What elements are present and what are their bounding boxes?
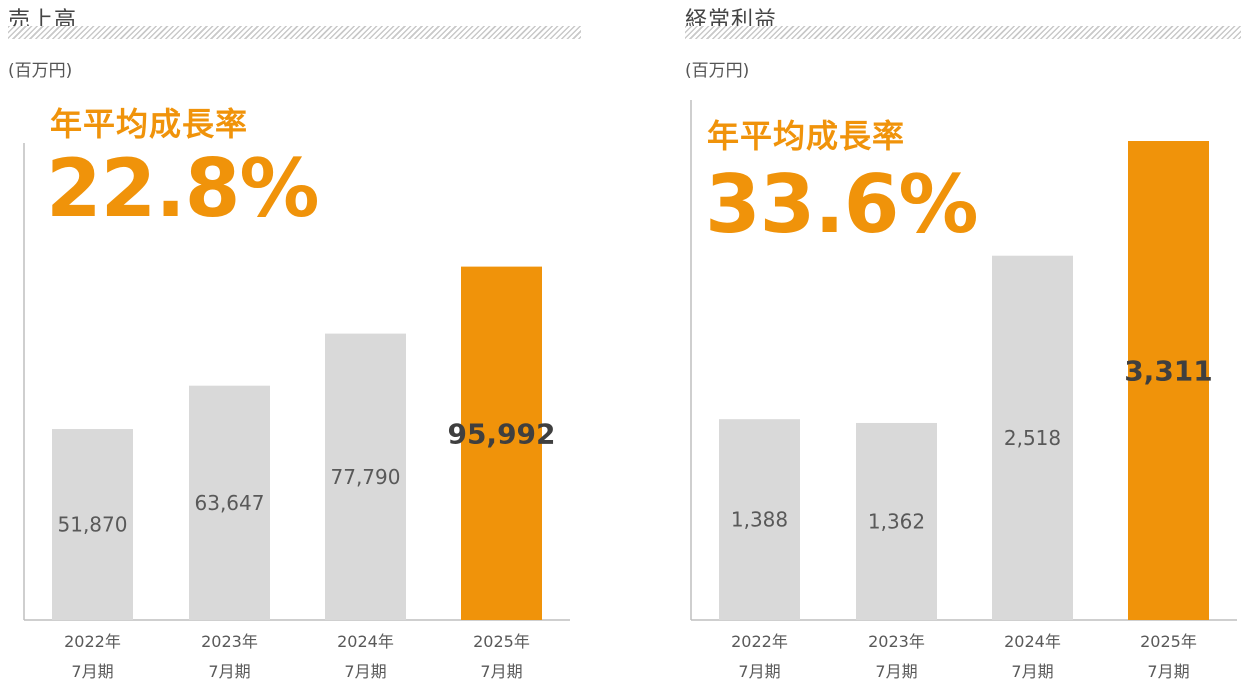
sales-category-label-3-period: 7月期 <box>344 662 386 681</box>
sales-category-label-1-period: 7月期 <box>71 662 113 681</box>
sales-category-label-4-period: 7月期 <box>480 662 522 681</box>
sales-category-label-1-year: 2022年 <box>64 632 121 651</box>
ordinary-profit-category-label-2-period: 7月期 <box>875 662 917 681</box>
ordinary-profit-bar-1 <box>719 419 800 620</box>
sales-unit-label: (百万円) <box>8 61 73 81</box>
sales-value-label-1: 51,870 <box>58 513 128 537</box>
sales-chart-panel: 売上高 (百万円) 51,870 2022年 7月期 63,647 2023年 7月期 77… <box>0 0 600 692</box>
title-underline-stripe <box>8 26 581 39</box>
sales-value-label-3: 77,790 <box>331 465 401 489</box>
ordinary-profit-value-label-4: 3,311 <box>1124 355 1213 388</box>
ordinary-profit-value-label-3: 2,518 <box>1004 426 1061 450</box>
sales-category-label-3-year: 2024年 <box>337 632 394 651</box>
sales-bar-4 <box>461 266 542 620</box>
sales-cagr-label: 年平均成長率 <box>50 105 249 143</box>
sales-value-label-4: 95,992 <box>447 417 555 450</box>
sales-category-label-2-period: 7月期 <box>208 662 250 681</box>
sales-bar-2 <box>189 385 270 620</box>
ordinary-profit-bar-2 <box>856 422 937 620</box>
sales-bar-chart: 51,870 2022年 7月期 63,647 2023年 7月期 77,790 2024年 7… <box>23 143 570 681</box>
ordinary-profit-value-label-2: 1,362 <box>868 509 925 533</box>
ordinary-profit-unit-label: (百万円) <box>685 61 750 81</box>
ordinary-profit-cagr-value: 33.6% <box>705 158 979 251</box>
ordinary-profit-category-label-3-year: 2024年 <box>1004 632 1061 651</box>
sales-value-label-2: 63,647 <box>195 491 265 515</box>
sales-category-label-2-year: 2023年 <box>201 632 258 651</box>
ordinary-profit-category-label-4-period: 7月期 <box>1147 662 1189 681</box>
ordinary-profit-value-label-1: 1,388 <box>731 508 788 532</box>
title-underline-stripe <box>685 26 1241 39</box>
ordinary-profit-category-label-2-year: 2023年 <box>868 632 925 651</box>
ordinary-profit-cagr-label: 年平均成長率 <box>707 117 906 155</box>
ordinary-profit-category-label-4-year: 2025年 <box>1140 632 1197 651</box>
sales-bar-1 <box>52 429 133 620</box>
sales-bar-3 <box>325 333 406 620</box>
sales-cagr-value: 22.8% <box>46 142 320 235</box>
sales-category-label-4-year: 2025年 <box>473 632 530 651</box>
ordinary-profit-bar-4 <box>1128 141 1209 620</box>
ordinary-profit-category-label-1-period: 7月期 <box>738 662 780 681</box>
ordinary-profit-bar-chart: 1,388 2022年 7月期 1,362 2023年 7月期 2,518 2024年 7月期 3… <box>690 100 1237 681</box>
ordinary-profit-bar-3 <box>992 255 1073 620</box>
ordinary-profit-category-label-3-period: 7月期 <box>1011 662 1053 681</box>
ordinary-profit-category-label-1-year: 2022年 <box>731 632 788 651</box>
ordinary-profit-chart-panel: 経常利益 (百万円) 1,388 2022年 7月期 1,362 2023年 7月期 2,5… <box>677 0 1241 692</box>
